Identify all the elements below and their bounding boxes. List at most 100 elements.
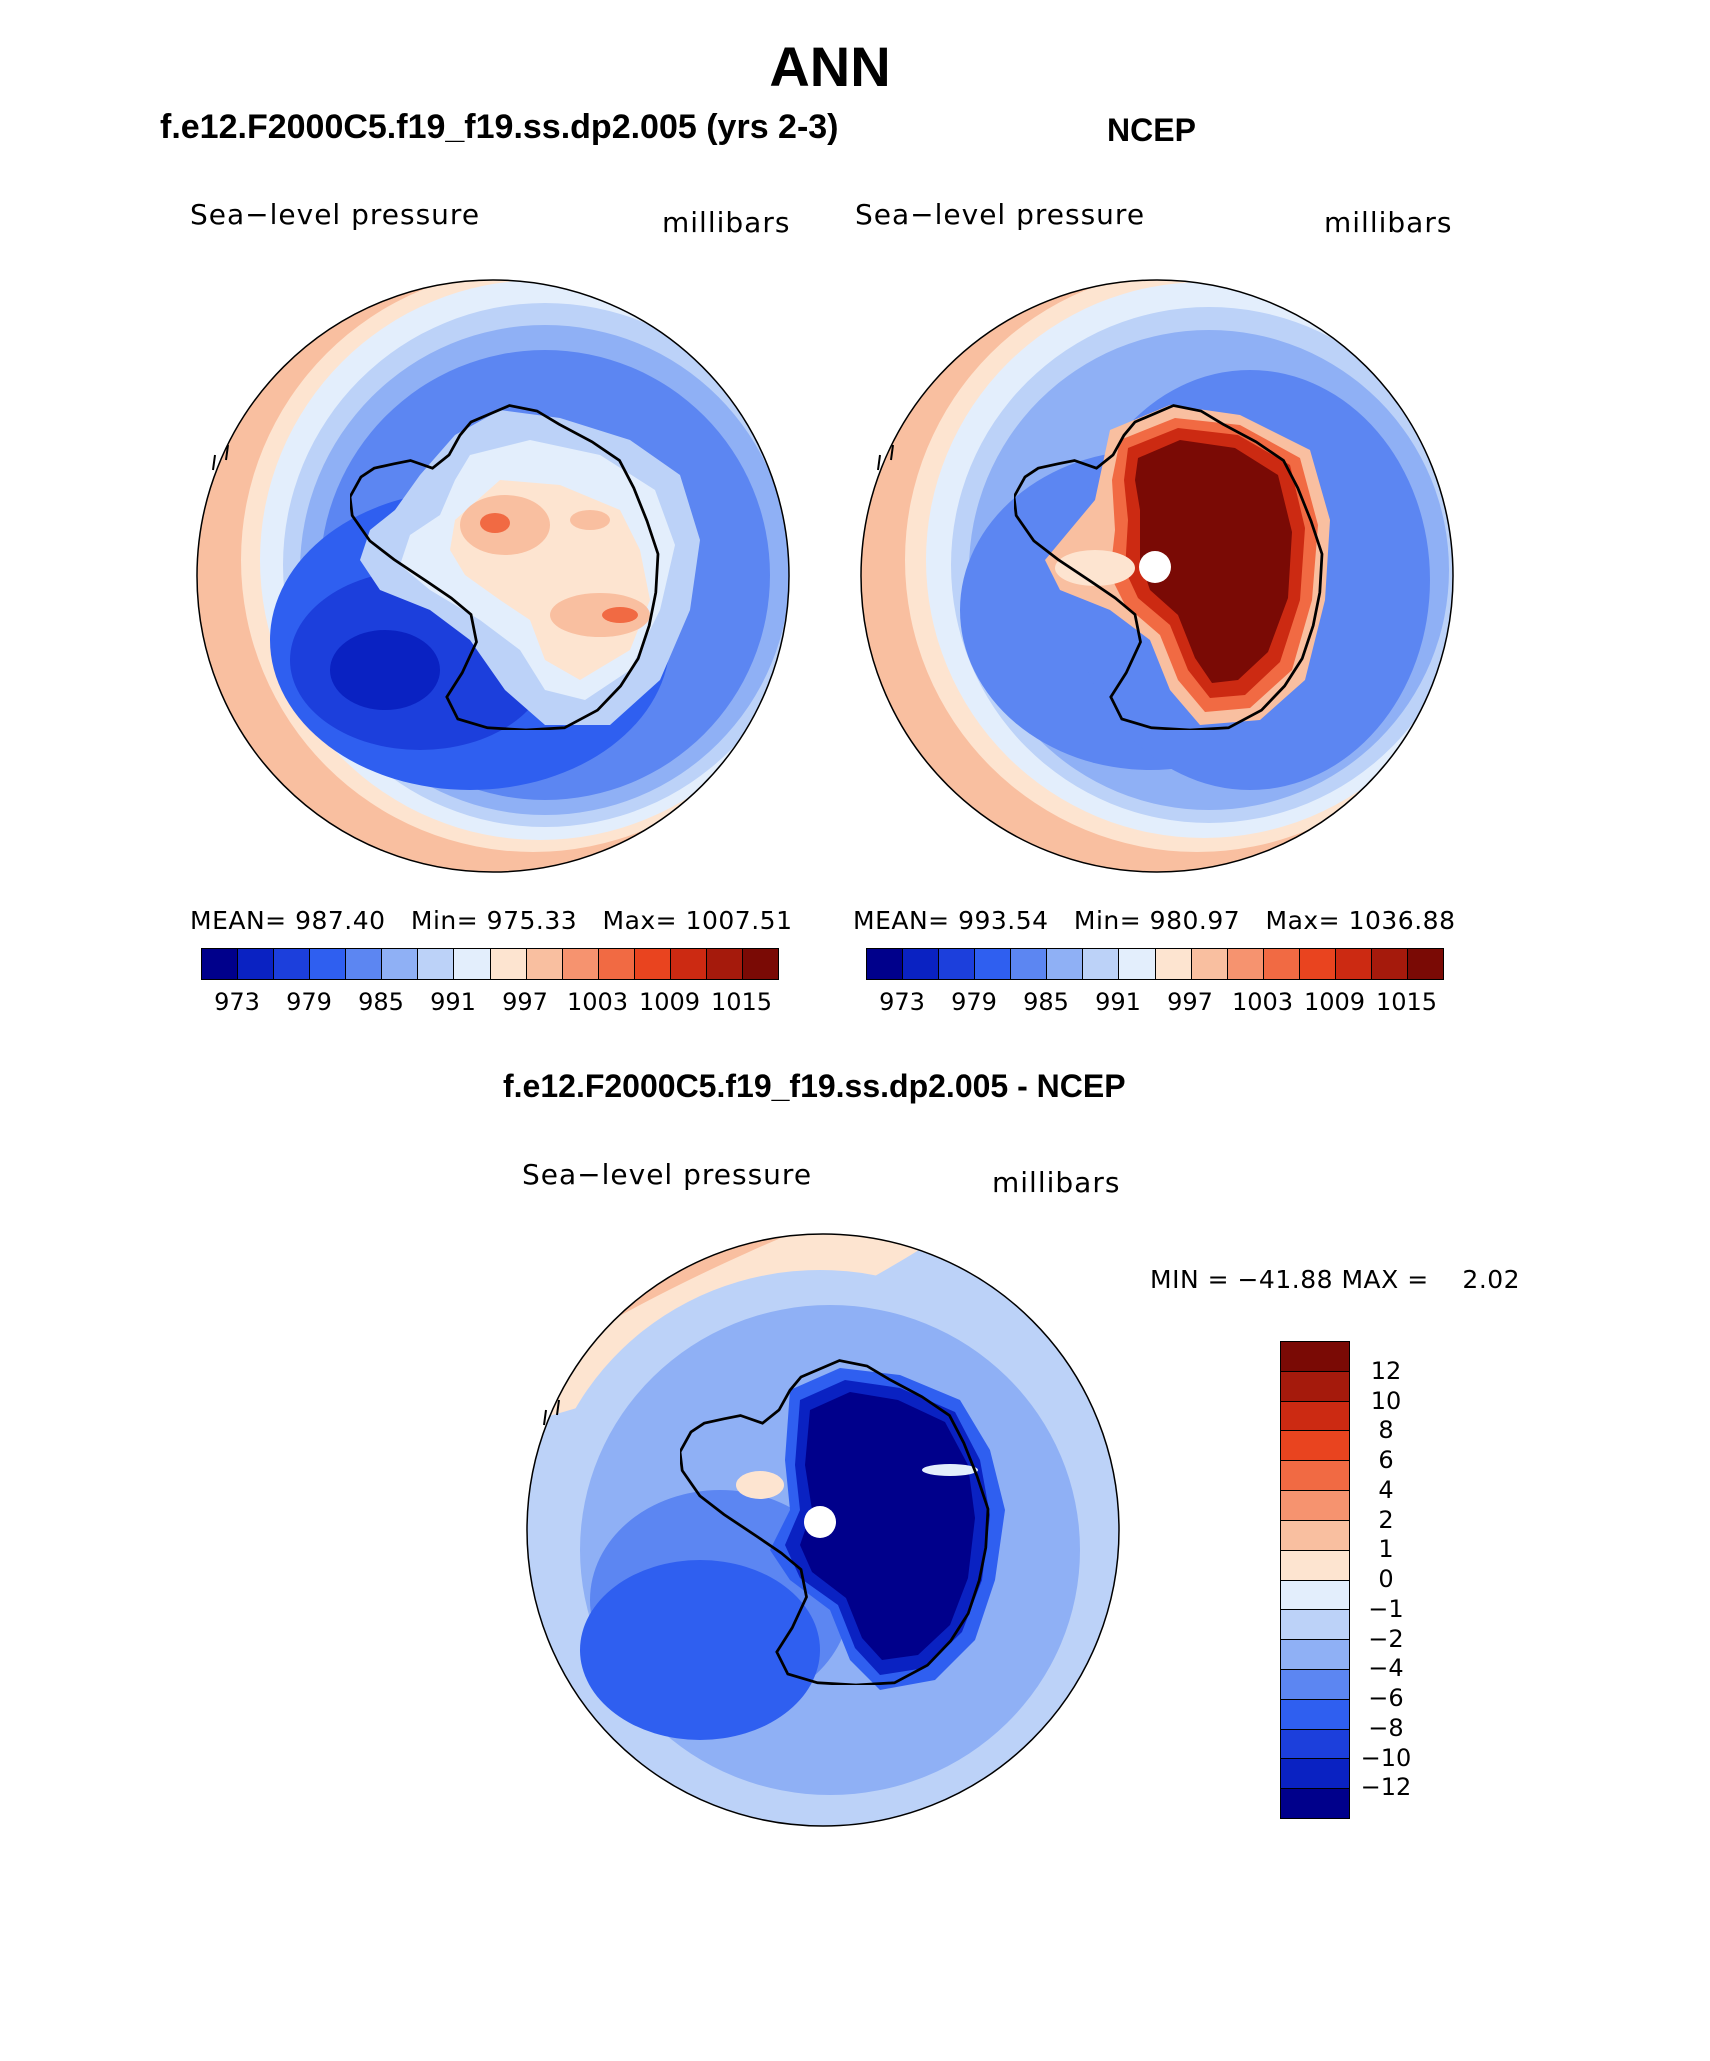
panel2-mean-label: MEAN=	[853, 906, 950, 935]
diff-colorbar-tick-label: −1	[1368, 1594, 1404, 1623]
panel2-colorbar-swatch	[1155, 949, 1192, 979]
panel1-colorbar-tick-label: 997	[502, 988, 548, 1016]
panel1-colorbar-swatch	[418, 949, 455, 979]
panel2-colorbar-labels: 973 979 985 991 997 1003 1009 1015	[866, 988, 1442, 1018]
panel2-max-label: Max=	[1265, 906, 1341, 935]
panel2-units-label: millibars	[1324, 206, 1453, 239]
diff-colorbar-tick-label: 4	[1378, 1475, 1394, 1504]
panel2-colorbar-swatch	[975, 949, 1012, 979]
panel1-units-label: millibars	[662, 206, 791, 239]
panel2-colorbar-tick-label: 979	[951, 988, 997, 1016]
panel1-colorbar-tick-label: 1003	[567, 988, 629, 1016]
panel1-stats: MEAN= 987.40 Min= 975.33 Max= 1007.51	[190, 906, 792, 935]
panel2-colorbar-swatch	[1227, 949, 1264, 979]
diff-colorbar-tick-label: −6	[1368, 1684, 1404, 1712]
figure-title: ANN	[769, 35, 891, 98]
panel2-max-value: 1036.88	[1348, 906, 1456, 935]
diff-colorbar-swatch	[1281, 1430, 1349, 1461]
panel1-colorbar-tick-label: 985	[358, 988, 404, 1016]
panel2-colorbar-swatch	[1263, 949, 1300, 979]
panel2-colorbar-swatch	[1047, 949, 1084, 979]
panel1-colorbar-swatch	[382, 949, 419, 979]
panel1-colorbar-swatch	[526, 949, 563, 979]
panel1-colorbar	[201, 948, 779, 980]
panel2-colorbar-swatch	[1407, 949, 1443, 979]
panel2-colorbar-swatch	[867, 949, 904, 979]
panel3-minmax: MIN = −41.88 MAX = 2.02	[1150, 1265, 1521, 1294]
diff-colorbar-swatch	[1281, 1460, 1349, 1491]
diff-map-area	[527, 1234, 1119, 1826]
panel1-max-value: 1007.51	[685, 906, 793, 935]
diff-colorbar-swatch	[1281, 1698, 1349, 1729]
diff-colorbar-swatch	[1281, 1639, 1349, 1669]
panel2-colorbar-swatch	[1083, 949, 1120, 979]
panel1-colorbar-tick-label: 1015	[711, 988, 773, 1016]
panel1-mean-label: MEAN=	[190, 906, 287, 935]
panel1-colorbar-tick-label: 979	[286, 988, 332, 1016]
diff-colorbar	[1280, 1341, 1350, 1819]
diff-colorbar-swatch	[1281, 1728, 1349, 1759]
panel1-colorbar-swatch	[346, 949, 383, 979]
panel1-colorbar-swatch	[310, 949, 347, 979]
panel1-colorbar-swatch	[238, 949, 275, 979]
panel1-colorbar-tick-label: 973	[214, 988, 260, 1016]
diff-colorbar-tick-label: 2	[1378, 1505, 1394, 1534]
panel2-colorbar-swatch	[903, 949, 940, 979]
diff-colorbar-tick-label: −4	[1368, 1654, 1404, 1683]
panel2-colorbar-tick-label: 985	[1023, 988, 1069, 1016]
panel1-colorbar-swatch	[634, 949, 671, 979]
panel2-mean-value: 993.54	[958, 906, 1049, 935]
panel2-min-value: 980.97	[1149, 906, 1241, 935]
diff-colorbar-tick-label: −2	[1368, 1624, 1404, 1653]
diff-colorbar-tick-label: −10	[1360, 1743, 1412, 1772]
panel2-colorbar	[866, 948, 1444, 980]
panel1-colorbar-swatch	[454, 949, 491, 979]
diff-colorbar-swatch	[1281, 1370, 1349, 1401]
panel2-colorbar-tick-label: 1003	[1232, 988, 1294, 1016]
panel2-title: NCEP	[1107, 112, 1196, 148]
panel2-map-area	[861, 280, 1453, 872]
diff-colorbar-tick-label: 6	[1378, 1446, 1394, 1474]
panel2-colorbar-tick-label: 1009	[1304, 988, 1366, 1016]
panel2-colorbar-swatch	[1335, 949, 1372, 979]
panel3-variable-label: Sea−level pressure	[522, 1158, 813, 1191]
panel2-colorbar-tick-label: 1015	[1376, 988, 1438, 1016]
diff-colorbar-tick-label: 1	[1378, 1535, 1394, 1564]
panel2-colorbar-swatch	[939, 949, 976, 979]
panel3-title: f.e12.F2000C5.f19_f19.ss.dp2.005 - NCEP	[503, 1068, 1126, 1104]
diff-colorbar-tick-label: 0	[1378, 1565, 1394, 1593]
diff-colorbar-swatch	[1281, 1342, 1349, 1371]
panel1-min-value: 975.33	[486, 906, 578, 935]
panel2-colorbar-tick-label: 997	[1167, 988, 1213, 1016]
panel1-mean-value: 987.40	[295, 906, 386, 935]
diff-colorbar-swatch	[1281, 1788, 1349, 1818]
panel2-colorbar-tick-label: 991	[1095, 988, 1141, 1016]
diff-colorbar-tick-label: 8	[1378, 1416, 1394, 1445]
diff-colorbar-labels: 12 10 8 6 4 2 1 0 −1 −2 −4 −6 −8 −10 −12	[1356, 1341, 1446, 1817]
diff-colorbar-swatch	[1281, 1579, 1349, 1610]
panel2-min-label: Min=	[1073, 906, 1142, 935]
diff-colorbar-tick-label: 12	[1370, 1356, 1402, 1385]
diff-colorbar-swatch	[1281, 1400, 1349, 1431]
panel1-colorbar-swatch	[202, 949, 239, 979]
panel2-colorbar-swatch	[1119, 949, 1156, 979]
diff-colorbar-swatch	[1281, 1668, 1349, 1699]
panel1-colorbar-swatch	[670, 949, 707, 979]
panel1-colorbar-swatch	[274, 949, 311, 979]
diff-colorbar-swatch	[1281, 1519, 1349, 1550]
panel1-variable-label: Sea−level pressure	[190, 198, 481, 231]
panel2-colorbar-swatch	[1191, 949, 1228, 979]
diff-colorbar-tick-label: 10	[1370, 1386, 1402, 1415]
panel1-colorbar-swatch	[562, 949, 599, 979]
diff-colorbar-swatch	[1281, 1758, 1349, 1789]
panel2-variable-label: Sea−level pressure	[855, 198, 1146, 231]
panel2-colorbar-swatch	[1371, 949, 1408, 979]
panel1-colorbar-tick-label: 1009	[639, 988, 701, 1016]
diff-colorbar-tick-label: −12	[1360, 1773, 1412, 1802]
diff-colorbar-tick-label: −8	[1368, 1713, 1404, 1742]
panel2-colorbar-swatch	[1299, 949, 1336, 979]
panel1-colorbar-swatch	[742, 949, 778, 979]
panel1-min-label: Min=	[410, 906, 479, 935]
panel1-colorbar-tick-label: 991	[430, 988, 476, 1016]
